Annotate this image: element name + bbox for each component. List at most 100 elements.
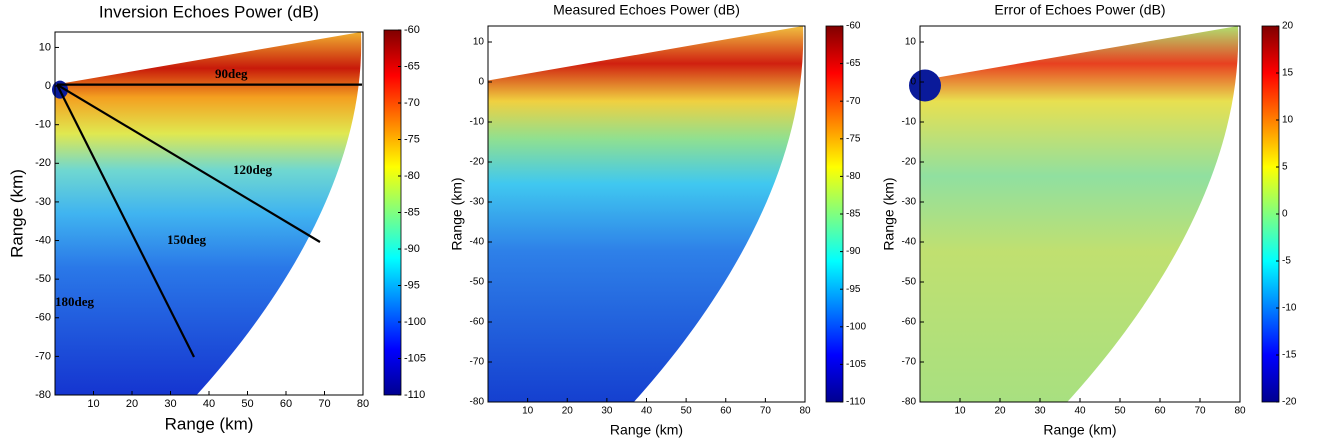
y-axis-label: Range (km) <box>7 169 26 258</box>
colorbar-tick-label: -85 <box>846 209 861 220</box>
x-tick-label: 20 <box>562 406 574 417</box>
colorbar-tick-label: -100 <box>404 316 426 328</box>
y-tick-label: -30 <box>35 196 51 208</box>
y-tick-label: 0 <box>45 80 51 92</box>
colorbar-tick-label: -60 <box>404 24 420 36</box>
field-image <box>488 26 804 402</box>
colorbar-tick-label: -105 <box>404 352 426 364</box>
colorbar-tick-label: -60 <box>846 21 861 32</box>
y-tick-label: -40 <box>902 237 917 248</box>
near-field <box>909 69 941 102</box>
colorbar-tick-label: -80 <box>846 171 861 182</box>
x-tick-label: 60 <box>280 398 292 410</box>
colorbar-tick-label: -100 <box>846 321 866 332</box>
colorbar-tick-label: -95 <box>404 279 420 291</box>
x-tick-label: 60 <box>1154 406 1166 417</box>
y-tick-label: -10 <box>470 117 485 128</box>
panel: 10 20 30 40 50 60 70 80100-10-20-30-40-50-60-70… <box>449 2 867 438</box>
chart-title: Measured Echoes Power (dB) <box>553 2 740 18</box>
y-tick-label: -80 <box>470 397 485 408</box>
field-image <box>920 26 1239 402</box>
colorbar-tick-label: -10 <box>1282 303 1297 314</box>
y-tick-label: -40 <box>470 237 485 248</box>
colorbar-tick-label: -20 <box>1282 397 1297 408</box>
colorbar-tick-label: -105 <box>846 359 866 370</box>
x-tick-label: 40 <box>203 398 215 410</box>
colorbar-tick-label: 5 <box>1282 162 1288 173</box>
y-tick-label: 0 <box>910 77 916 88</box>
x-axis-label: Range (km) <box>610 422 683 438</box>
colorbar-tick-label: 15 <box>1282 68 1294 79</box>
colorbar-tick-label: -80 <box>404 170 420 182</box>
y-tick-label: -70 <box>902 357 917 368</box>
y-tick-label: -50 <box>470 277 485 288</box>
x-tick-label: 40 <box>641 406 653 417</box>
colorbar-tick-label: -85 <box>404 206 420 218</box>
x-tick-label: 70 <box>318 398 330 410</box>
colorbar-tick-label: -110 <box>846 397 866 408</box>
colorbar-tick-label: -65 <box>404 60 420 72</box>
y-tick-label: -60 <box>470 317 485 328</box>
y-tick-label: -20 <box>35 157 51 169</box>
direction-line <box>56 84 195 358</box>
x-tick-label: 60 <box>720 406 732 417</box>
y-tick-label: -80 <box>35 389 51 401</box>
y-tick-label: -10 <box>902 117 917 128</box>
y-tick-label: -20 <box>470 157 485 168</box>
y-tick-label: -80 <box>902 397 917 408</box>
y-tick-label: -50 <box>902 277 917 288</box>
y-tick-label: -60 <box>35 312 51 324</box>
y-tick-label: -60 <box>902 317 917 328</box>
colorbar-tick-label: -65 <box>846 58 861 69</box>
x-axis-label: Range (km) <box>1043 422 1116 438</box>
x-tick-label: 70 <box>760 406 772 417</box>
annotation: 180deg <box>55 294 95 309</box>
colorbar-tick-label: -70 <box>404 97 420 109</box>
panel: 10 20 30 40 50 60 70 80100-10-20-30-40-50-60-70… <box>7 2 426 433</box>
chart-title: Error of Echoes Power (dB) <box>994 2 1165 18</box>
y-tick-label: -40 <box>35 234 51 246</box>
y-tick-label: -10 <box>35 119 51 131</box>
chart-title: Inversion Echoes Power (dB) <box>99 2 319 21</box>
colorbar-tick-label: -70 <box>846 96 861 107</box>
y-tick-label: -70 <box>35 350 51 362</box>
field-image <box>55 32 362 395</box>
y-tick-label: -50 <box>35 273 51 285</box>
y-tick-label: -30 <box>902 197 917 208</box>
y-axis-label: Range (km) <box>449 177 465 250</box>
colorbar-tick-label: -75 <box>404 133 420 145</box>
y-tick-label: -30 <box>470 197 485 208</box>
x-tick-label: 80 <box>1234 406 1246 417</box>
colorbar-tick-label: -75 <box>846 133 861 144</box>
x-tick-label: 20 <box>126 398 138 410</box>
x-tick-label: 50 <box>1114 406 1126 417</box>
x-tick-label: 80 <box>799 406 811 417</box>
x-tick-label: 30 <box>164 398 176 410</box>
colorbar-tick-label: -95 <box>846 284 861 295</box>
x-tick-label: 50 <box>681 406 693 417</box>
y-tick-label: -20 <box>902 157 917 168</box>
x-tick-label: 20 <box>994 406 1006 417</box>
annotation: 150deg <box>167 232 207 247</box>
annotation: 90deg <box>215 66 248 81</box>
x-tick-label: 70 <box>1194 406 1206 417</box>
panel: 10 20 30 40 50 60 70 80 10 0 -10 -20 -30 -40 -50 -60 -70… <box>881 2 1297 438</box>
direction-line <box>56 83 321 243</box>
colorbar-tick-label: -90 <box>846 246 861 257</box>
colorbar-tick-label: -5 <box>1282 256 1291 267</box>
colorbar-tick-label: -90 <box>404 243 420 255</box>
y-axis-label: Range (km) <box>881 177 897 250</box>
x-tick-label: 40 <box>1074 406 1086 417</box>
x-tick-label: 10 <box>522 406 534 417</box>
x-tick-label: 10 <box>87 398 99 410</box>
x-tick-label: 80 <box>357 398 369 410</box>
colorbar-tick-label: 10 <box>1282 115 1294 126</box>
y-tick-label: 0 <box>478 77 484 88</box>
x-tick-label: 50 <box>241 398 253 410</box>
x-tick-label: 30 <box>1034 406 1046 417</box>
colorbar-tick-label: -110 <box>404 389 425 401</box>
x-tick-label: 10 <box>954 406 966 417</box>
y-tick-label: -70 <box>470 357 485 368</box>
